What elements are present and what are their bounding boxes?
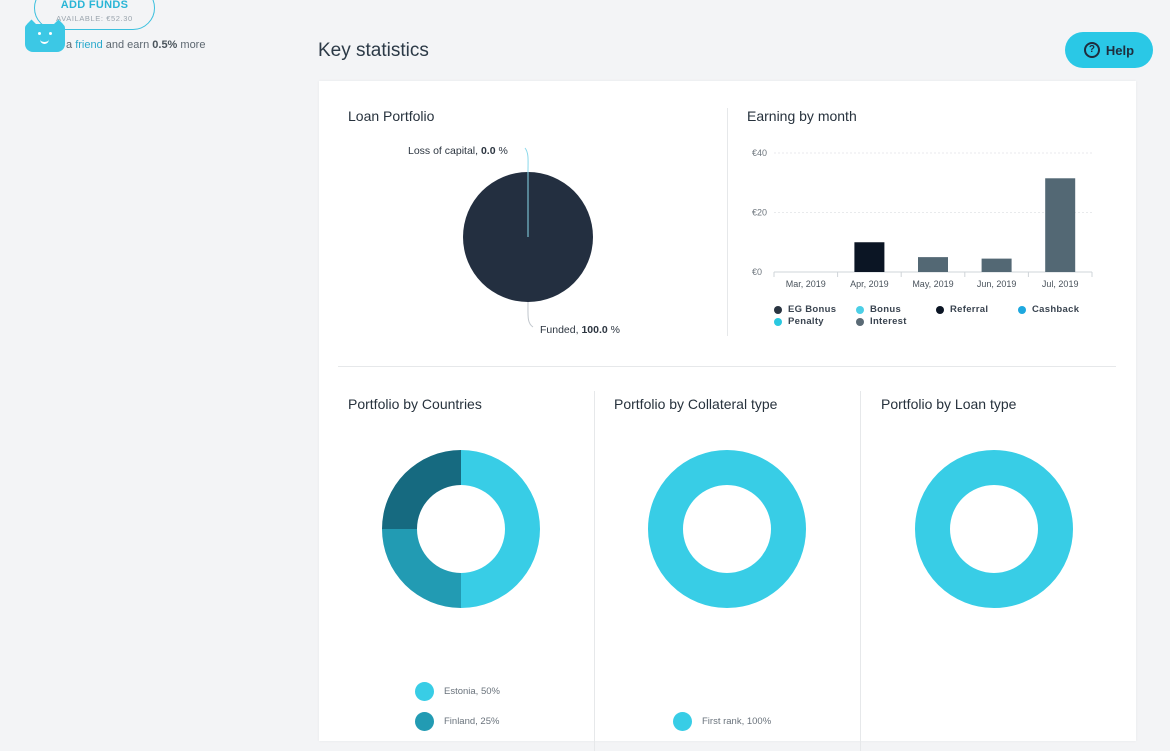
collateral-title: Portfolio by Collateral type	[614, 396, 778, 412]
loan-portfolio-title: Loan Portfolio	[348, 108, 435, 124]
statistics-card: Loan Portfolio Loss of capital, 0.0 % Fu…	[319, 81, 1136, 751]
finland-dot	[415, 712, 434, 731]
countries-title: Portfolio by Countries	[348, 396, 482, 412]
donut-slice	[648, 450, 806, 608]
refer-friend-link[interactable]: friend	[75, 39, 103, 51]
funded-leader-line	[527, 301, 534, 328]
bar-interest	[981, 258, 1012, 272]
x-tick-label: Jun, 2019	[977, 279, 1017, 289]
x-tick-label: Mar, 2019	[786, 279, 826, 289]
legend-estonia: Estonia, 50%	[415, 682, 500, 701]
donut-slice	[382, 529, 461, 608]
estonia-dot	[415, 682, 434, 701]
available-balance: AVAILABLE: €52.30	[56, 14, 133, 23]
donut-slice	[461, 450, 540, 608]
bar-referral	[854, 242, 885, 272]
refer-friend-text: a friend and earn 0.5% more	[66, 39, 206, 51]
earning-bar-chart: €0 €20 €40 Mar, 2019 Apr, 2019 May, 2019 Jun, …	[752, 148, 1093, 289]
help-button[interactable]: ? Help	[1065, 32, 1153, 68]
loss-leader-line	[524, 147, 529, 237]
x-tick-label: May, 2019	[912, 279, 953, 289]
donut-slice	[915, 450, 1073, 608]
legend-interest: Interest	[856, 316, 907, 327]
legend-cashback: Cashback	[1018, 304, 1079, 315]
collateral-donut	[648, 450, 806, 608]
legend-bonus: Bonus	[856, 304, 901, 315]
x-tick-label: Jul, 2019	[1042, 279, 1079, 289]
loan-portfolio-pie	[463, 147, 593, 328]
legend-referral: Referral	[936, 304, 988, 315]
bar-interest	[918, 257, 948, 272]
y-tick-label: €20	[752, 208, 767, 218]
loan-type-donut	[915, 450, 1073, 608]
loss-of-capital-label: Loss of capital, 0.0 %	[408, 145, 508, 157]
legend-finland: Finland, 25%	[415, 712, 499, 731]
earning-by-month-title: Earning by month	[747, 108, 857, 124]
page-title: Key statistics	[318, 40, 429, 61]
x-tick-label: Apr, 2019	[850, 279, 889, 289]
question-icon: ?	[1083, 42, 1100, 58]
loan-type-title: Portfolio by Loan type	[881, 396, 1017, 412]
y-tick-label: €0	[752, 267, 762, 277]
first-rank-dot	[673, 712, 692, 731]
funded-label: Funded, 100.0 %	[540, 324, 620, 336]
legend-eg-bonus: EG Bonus	[774, 304, 836, 315]
section-divider	[338, 366, 1116, 367]
divider-right	[860, 391, 861, 751]
chat-bot-icon[interactable]	[25, 19, 65, 52]
top-divider	[727, 108, 728, 336]
divider-left	[594, 391, 595, 751]
countries-donut	[382, 450, 540, 608]
legend-first-rank: First rank, 100%	[673, 712, 771, 731]
bar-interest	[1045, 178, 1076, 272]
help-label: Help	[1105, 42, 1135, 58]
y-tick-label: €40	[752, 148, 767, 158]
add-funds-label: ADD FUNDS	[60, 0, 129, 11]
legend-penalty: Penalty	[774, 316, 824, 327]
donut-slice	[382, 450, 461, 529]
